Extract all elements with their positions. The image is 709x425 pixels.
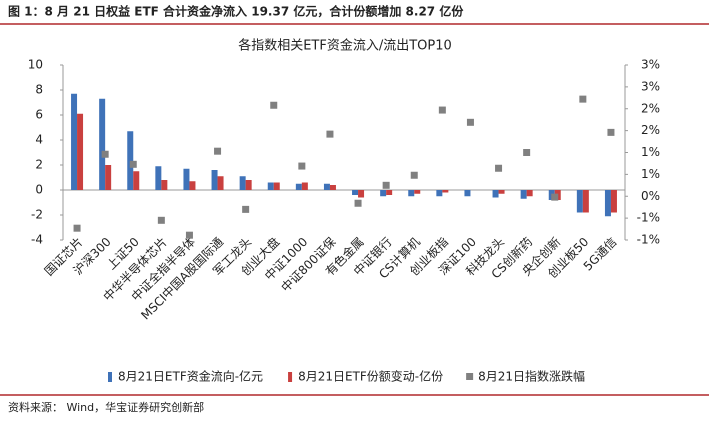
point — [298, 162, 306, 170]
y2-tick-label: 3% — [641, 79, 660, 93]
legend-swatch — [108, 372, 112, 382]
legend-label: 8月21日ETF份额变动-亿份 — [298, 369, 443, 384]
y-tick-label: 2 — [35, 158, 43, 172]
bar — [358, 190, 365, 198]
bar — [245, 180, 252, 190]
y2-tick-label: 1% — [641, 167, 660, 181]
bar — [582, 190, 589, 213]
bar — [414, 190, 421, 194]
point — [466, 118, 474, 126]
y-tick-label: 10 — [28, 58, 43, 72]
point — [382, 181, 390, 189]
bar — [183, 168, 190, 190]
point — [438, 106, 446, 114]
legend-swatch — [288, 372, 293, 382]
point — [326, 130, 334, 138]
point — [523, 149, 531, 156]
legend-swatch — [466, 373, 474, 380]
bar — [71, 93, 78, 190]
y-tick-label: -2 — [31, 208, 43, 222]
bar — [604, 190, 611, 217]
bar — [610, 190, 617, 213]
point — [579, 95, 587, 103]
bar — [133, 171, 140, 190]
point — [551, 193, 559, 201]
y2-tick-label: 2% — [641, 101, 660, 115]
y2-tick-label: 2% — [641, 123, 660, 137]
bar — [492, 190, 499, 198]
bar — [352, 190, 359, 195]
point — [73, 224, 81, 232]
point — [157, 216, 165, 224]
bar — [526, 190, 533, 197]
bar — [576, 190, 583, 213]
bar — [217, 176, 224, 190]
point — [607, 128, 615, 136]
bar — [520, 190, 527, 199]
legend-label: 8月21日指数涨跌幅 — [478, 369, 585, 384]
bar — [386, 190, 393, 195]
y2-tick-label: 0% — [641, 189, 660, 203]
bar — [436, 190, 443, 197]
point — [214, 147, 222, 155]
y2-tick-label: -1% — [637, 211, 660, 225]
bar — [273, 182, 280, 190]
chart-title: 各指数相关ETF资金流入/流出TOP10 — [238, 38, 452, 54]
point — [129, 160, 137, 168]
bar — [301, 182, 308, 190]
bar — [99, 98, 106, 190]
point — [354, 199, 362, 207]
bar — [161, 180, 168, 190]
bar — [189, 181, 196, 190]
y-tick-label: 8 — [35, 83, 43, 97]
bar — [77, 113, 84, 190]
y2-tick-label: 3% — [641, 58, 660, 72]
bar — [380, 190, 387, 197]
bar — [329, 185, 336, 190]
y-tick-label: 0 — [35, 183, 43, 197]
y-tick-label: 6 — [35, 108, 43, 122]
source: 资料来源： Wind，华宝证券研究创新部 — [8, 400, 204, 414]
y2-tick-label: -1% — [637, 233, 660, 247]
point — [242, 205, 250, 213]
y-tick-label: -4 — [31, 233, 43, 247]
y2-tick-label: 1% — [641, 145, 660, 159]
point — [185, 231, 193, 239]
header: 图 1：8 月 21 日权益 ETF 合计资金净流入 19.37 亿元，合计份额… — [8, 4, 464, 19]
point — [270, 101, 278, 109]
point — [495, 164, 503, 172]
bar — [211, 170, 218, 190]
point — [101, 150, 109, 158]
bar — [127, 131, 134, 190]
legend-label: 8月21日ETF资金流向-亿元 — [118, 369, 263, 384]
bar — [498, 190, 505, 194]
bar — [105, 165, 112, 190]
bar — [323, 183, 330, 190]
point — [410, 171, 418, 179]
bar — [408, 190, 415, 197]
bar — [239, 176, 246, 190]
bar — [155, 166, 162, 190]
bar — [295, 183, 302, 190]
bar — [464, 190, 471, 197]
y-tick-label: 4 — [35, 133, 43, 147]
bar — [267, 182, 274, 190]
bar — [442, 190, 449, 193]
